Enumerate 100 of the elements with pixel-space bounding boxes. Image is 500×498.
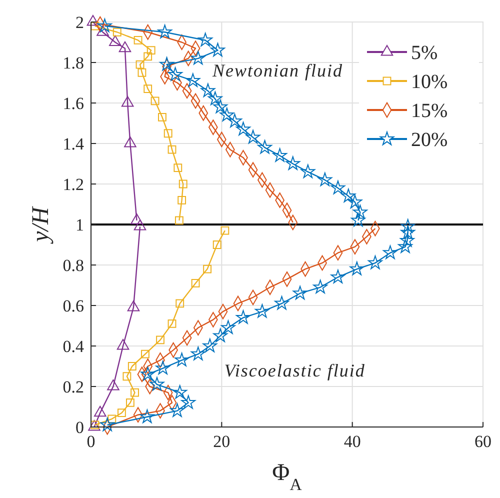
point [134, 36, 142, 44]
point [156, 336, 164, 344]
point [220, 108, 234, 122]
y-tick-label: 1.4 [62, 134, 84, 154]
point [272, 148, 287, 162]
point [213, 328, 228, 342]
y-tick-label: 0.2 [62, 377, 84, 396]
point [112, 28, 122, 36]
y-tick-label: 1 [76, 215, 84, 234]
point [136, 60, 144, 69]
point [341, 188, 356, 202]
point [108, 414, 116, 424]
point [124, 136, 136, 148]
point [176, 299, 184, 308]
point [140, 409, 154, 424]
point [351, 212, 366, 227]
point [318, 172, 332, 186]
point [140, 366, 155, 381]
point [208, 91, 222, 106]
point [150, 96, 160, 106]
point [274, 296, 289, 310]
point [400, 225, 416, 239]
point [190, 50, 206, 65]
point [156, 360, 170, 374]
point [186, 73, 200, 87]
point [210, 42, 225, 57]
point [212, 240, 222, 249]
point [236, 122, 250, 136]
point [164, 129, 172, 138]
point [130, 388, 139, 397]
point [170, 403, 184, 417]
point [130, 213, 143, 224]
point [168, 67, 182, 81]
point [286, 156, 300, 170]
legend-label: 5% [411, 42, 438, 64]
annotation: Viscoelastic fluid [224, 360, 366, 380]
y-axis-title: y/H [28, 206, 54, 244]
point [246, 130, 260, 144]
point [213, 100, 228, 114]
point [255, 304, 270, 318]
point [400, 219, 416, 233]
point [202, 338, 218, 352]
point [174, 216, 184, 225]
annotation: Newtonian fluid [212, 60, 344, 81]
point [368, 255, 382, 270]
point [236, 310, 250, 324]
point [258, 140, 272, 154]
point [109, 35, 122, 46]
point [146, 46, 156, 55]
y-tick-label: 0 [76, 418, 84, 437]
point [121, 96, 134, 107]
point [127, 300, 140, 312]
point [100, 417, 114, 432]
point [126, 398, 134, 407]
point [221, 320, 236, 334]
legend-label: 15% [411, 100, 448, 122]
point [141, 350, 150, 358]
point [144, 84, 152, 94]
point [383, 245, 398, 260]
point [138, 68, 146, 77]
point [203, 264, 212, 274]
point [198, 32, 212, 46]
point [330, 270, 346, 284]
point [191, 279, 200, 288]
point [118, 408, 126, 418]
point [178, 180, 188, 188]
point [144, 52, 152, 61]
x-axis-title: Φ$_{A}$ [272, 460, 302, 494]
point [313, 280, 328, 294]
y-tick-label: 1.2 [62, 174, 84, 194]
legend-label: 20% [411, 129, 448, 151]
point [88, 420, 100, 431]
point [98, 18, 112, 32]
point [174, 352, 189, 366]
point [122, 372, 132, 381]
y-tick-label: 2 [76, 12, 84, 32]
point [292, 286, 308, 300]
point [158, 24, 172, 38]
y-tick-label: 1.8 [62, 53, 84, 72]
y-tick-label: 0.4 [62, 336, 84, 356]
point [174, 164, 182, 172]
point [94, 406, 106, 417]
point [116, 338, 130, 350]
point [178, 196, 186, 204]
point [330, 180, 346, 194]
y-tick-label: 0.8 [62, 256, 84, 275]
point [348, 194, 362, 208]
point [220, 226, 230, 235]
point [168, 145, 176, 154]
point [200, 83, 216, 98]
point [350, 262, 364, 276]
point [172, 385, 188, 399]
point [190, 346, 206, 360]
legend-label: 10% [411, 71, 448, 93]
point [86, 14, 100, 26]
x-tick-label: 20 [213, 432, 230, 451]
point [168, 320, 176, 328]
point [107, 379, 120, 390]
point [150, 376, 164, 391]
x-tick-label: 40 [344, 432, 361, 451]
